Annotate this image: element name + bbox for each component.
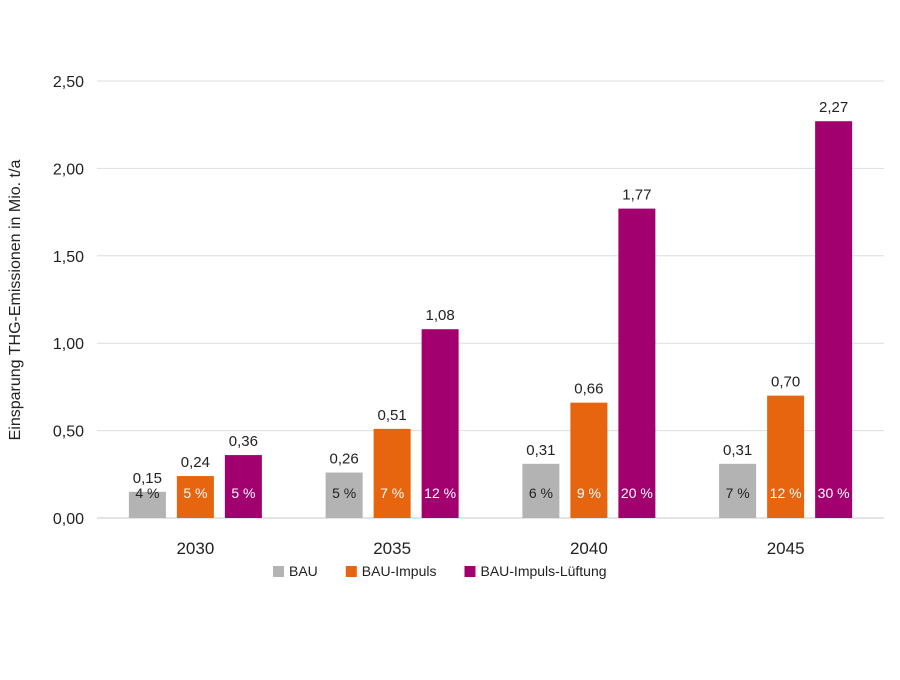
value-label: 0,51 (378, 407, 407, 424)
bar (618, 208, 656, 518)
value-label: 1,77 (622, 187, 651, 204)
legend-label: BAU-Impuls-Lüftung (480, 563, 606, 579)
bar (570, 402, 608, 518)
percent-label: 6 % (529, 485, 553, 501)
y-tick-label: 0,00 (53, 511, 84, 528)
value-label: 0,66 (574, 381, 603, 398)
legend: BAU BAU-Impuls BAU-Impuls-Lüftung (273, 563, 607, 579)
legend-swatch (464, 566, 476, 577)
y-axis-ticks: 0,00 0,50 1,00 1,50 2,00 2,50 (53, 74, 84, 528)
value-label: 0,31 (526, 442, 555, 459)
x-tick-label: 2035 (373, 539, 411, 558)
percent-label: 5 % (332, 485, 356, 501)
legend-label: BAU (289, 563, 318, 579)
bars (128, 121, 853, 518)
bar (815, 121, 853, 518)
bar (224, 455, 262, 518)
y-tick-label: 1,50 (53, 249, 84, 266)
y-tick-label: 2,50 (53, 74, 84, 91)
percent-label: 20 % (621, 485, 653, 501)
y-tick-label: 2,00 (53, 161, 84, 178)
legend-swatch (273, 566, 284, 577)
percent-label: 4 % (135, 485, 159, 501)
value-label: 0,24 (181, 454, 210, 471)
value-label: 0,31 (723, 442, 752, 459)
data-labels: 0,154 % 0,24 5 % 0,36 5 % 0,26 5 % 0,51 7 % 1,08 1… (133, 99, 850, 501)
value-label: 0,15 (133, 470, 162, 487)
value-label: 1,08 (426, 307, 455, 324)
percent-label: 12 % (770, 485, 802, 501)
value-label: 0,26 (330, 451, 359, 468)
x-axis-ticks: 2030 2035 2040 2045 (176, 539, 804, 558)
value-label: 2,27 (819, 99, 848, 116)
bar (373, 428, 411, 518)
legend-swatch (345, 566, 357, 577)
percent-label: 30 % (818, 485, 850, 501)
bar (128, 491, 166, 518)
percent-label: 7 % (726, 485, 750, 501)
y-tick-label: 0,50 (53, 424, 84, 441)
bar (522, 463, 560, 518)
percent-label: 7 % (380, 485, 404, 501)
percent-label: 9 % (577, 485, 601, 501)
bar (767, 395, 805, 518)
bar (719, 463, 757, 518)
x-tick-label: 2040 (570, 539, 608, 558)
y-tick-label: 1,00 (53, 336, 84, 353)
x-tick-label: 2045 (767, 539, 805, 558)
bar (421, 329, 459, 518)
percent-label: 12 % (424, 485, 456, 501)
value-label: 0,36 (229, 433, 258, 450)
percent-label: 5 % (231, 485, 255, 501)
gridlines (97, 80, 884, 519)
bar (325, 472, 363, 518)
legend-label: BAU-Impuls (362, 563, 437, 579)
x-tick-label: 2030 (176, 539, 214, 558)
value-label: 0,70 (771, 374, 800, 391)
bar (176, 476, 214, 518)
y-axis-title: Einsparung THG-Emissionen in Mio. t/a (7, 160, 24, 441)
percent-label: 5 % (183, 485, 207, 501)
